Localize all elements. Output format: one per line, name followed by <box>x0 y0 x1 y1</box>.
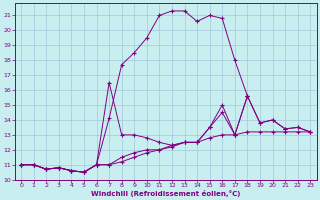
X-axis label: Windchill (Refroidissement éolien,°C): Windchill (Refroidissement éolien,°C) <box>91 190 240 197</box>
